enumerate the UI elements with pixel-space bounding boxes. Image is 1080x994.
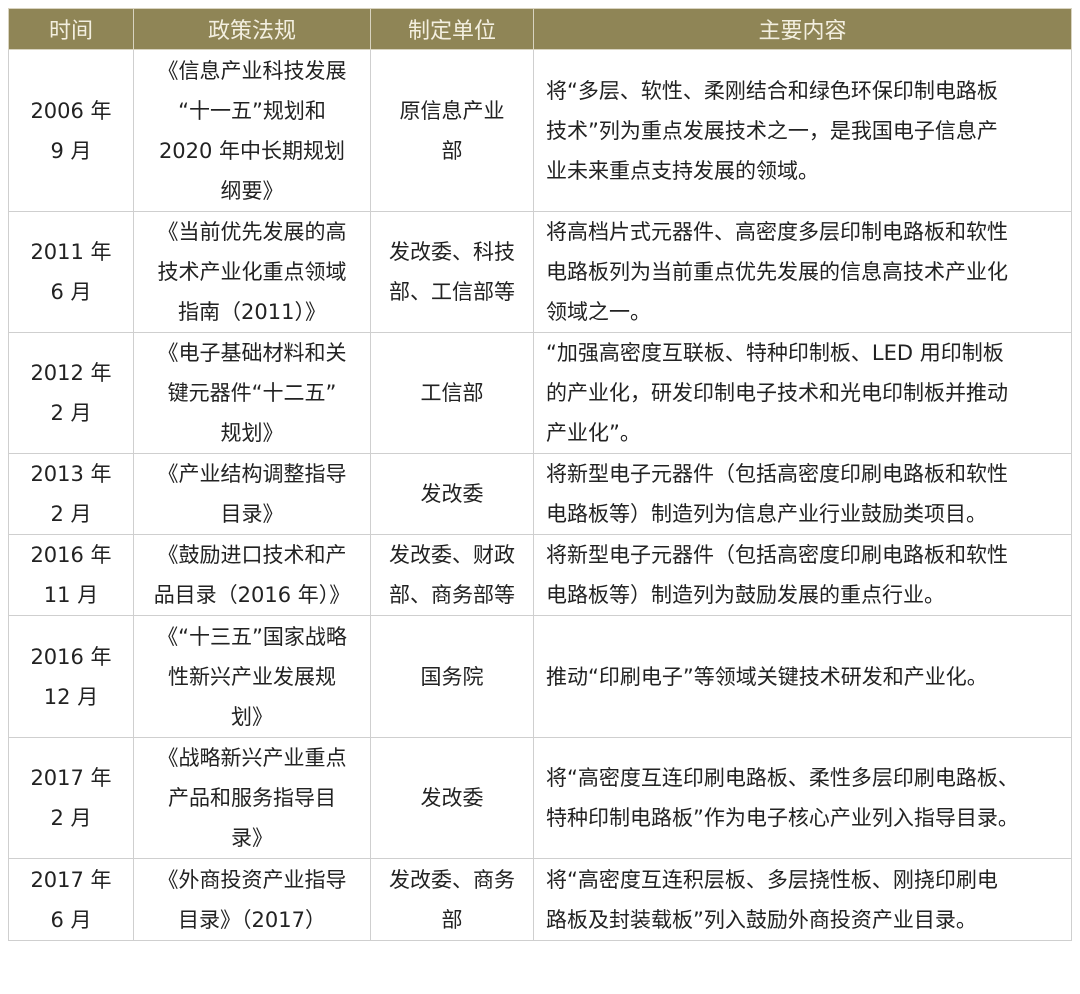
cell-unit: 发改委 — [370, 453, 534, 535]
cell-unit: 发改委 — [370, 737, 534, 859]
cell-content: 将高档片式元器件、高密度多层印制电路板和软性 电路板列为当前重点优先发展的信息高… — [533, 211, 1072, 333]
cell-time: 2017 年 6 月 — [8, 858, 134, 941]
cell-content: 将“高密度互连印刷电路板、柔性多层印刷电路板、 特种印制电路板”作为电子核心产业… — [533, 737, 1072, 859]
cell-policy: 《当前优先发展的高 技术产业化重点领域 指南（2011）》 — [133, 211, 371, 333]
cell-unit: 发改委、商务 部 — [370, 858, 534, 941]
cell-unit: 工信部 — [370, 332, 534, 454]
cell-content: 将新型电子元器件（包括高密度印刷电路板和软性 电路板等）制造列为信息产业行业鼓励… — [533, 453, 1072, 535]
cell-time: 2016 年 11 月 — [8, 534, 134, 616]
table-row: 2017 年 6 月《外商投资产业指导 目录》（2017） 发改委、商务 部将“高… — [8, 858, 1072, 941]
cell-unit: 原信息产业 部 — [370, 49, 534, 212]
cell-policy: 《战略新兴产业重点 产品和服务指导目 录》 — [133, 737, 371, 859]
cell-content: 将新型电子元器件（包括高密度印刷电路板和软性 电路板等）制造列为鼓励发展的重点行… — [533, 534, 1072, 616]
header-time: 时间 — [8, 8, 134, 50]
cell-policy: 《鼓励进口技术和产 品目录（2016 年）》 — [133, 534, 371, 616]
policy-table: 时间 政策法规 制定单位 主要内容 2006 年 9 月《信息产业科技发展 “十… — [8, 8, 1072, 941]
cell-time: 2016 年 12 月 — [8, 615, 134, 738]
table-row: 2012 年 2 月《电子基础材料和关 键元器件“十二五” 规划》 工信部 “加强高… — [8, 332, 1072, 454]
cell-policy: 《外商投资产业指导 目录》（2017） — [133, 858, 371, 941]
cell-unit: 国务院 — [370, 615, 534, 738]
cell-policy: 《“十三五”国家战略 性新兴产业发展规 划》 — [133, 615, 371, 738]
header-content: 主要内容 — [533, 8, 1072, 50]
table-row: 2013 年 2 月《产业结构调整指导 目录》 发改委 将新型电子元器件（包括高密度… — [8, 453, 1072, 535]
cell-time: 2013 年 2 月 — [8, 453, 134, 535]
cell-content: 推动“印刷电子”等领域关键技术研发和产业化。 — [533, 615, 1072, 738]
table-row: 2017 年 2 月《战略新兴产业重点 产品和服务指导目 录》 发改委 将“高密度互… — [8, 737, 1072, 859]
cell-content: “加强高密度互联板、特种印制板、LED 用印制板 的产业化，研发印制电子技术和光… — [533, 332, 1072, 454]
table-row: 2011 年 6 月《当前优先发展的高 技术产业化重点领域 指南（2011）》发… — [8, 211, 1072, 333]
cell-time: 2011 年 6 月 — [8, 211, 134, 333]
cell-policy: 《电子基础材料和关 键元器件“十二五” 规划》 — [133, 332, 371, 454]
cell-content: 将“高密度互连积层板、多层挠性板、刚挠印刷电 路板及封装载板”列入鼓励外商投资产… — [533, 858, 1072, 941]
header-policy: 政策法规 — [133, 8, 371, 50]
cell-unit: 发改委、财政 部、商务部等 — [370, 534, 534, 616]
table-row: 2016 年 12 月《“十三五”国家战略 性新兴产业发展规 划》 国务院 推动“印… — [8, 615, 1072, 738]
table-row: 2016 年 11 月《鼓励进口技术和产 品目录（2016 年）》 发改委、财政 … — [8, 534, 1072, 616]
cell-policy: 《产业结构调整指导 目录》 — [133, 453, 371, 535]
cell-time: 2017 年 2 月 — [8, 737, 134, 859]
header-unit: 制定单位 — [370, 8, 534, 50]
cell-unit: 发改委、科技 部、工信部等 — [370, 211, 534, 333]
cell-time: 2006 年 9 月 — [8, 49, 134, 212]
table-row: 2006 年 9 月《信息产业科技发展 “十一五”规划和 2020 年中长期规划… — [8, 49, 1072, 212]
cell-content: 将“多层、软性、柔刚结合和绿色环保印制电路板 技术”列为重点发展技术之一，是我国… — [533, 49, 1072, 212]
cell-policy: 《信息产业科技发展 “十一五”规划和 2020 年中长期规划 纲要》 — [133, 49, 371, 212]
header-row: 时间 政策法规 制定单位 主要内容 — [8, 8, 1072, 50]
cell-time: 2012 年 2 月 — [8, 332, 134, 454]
